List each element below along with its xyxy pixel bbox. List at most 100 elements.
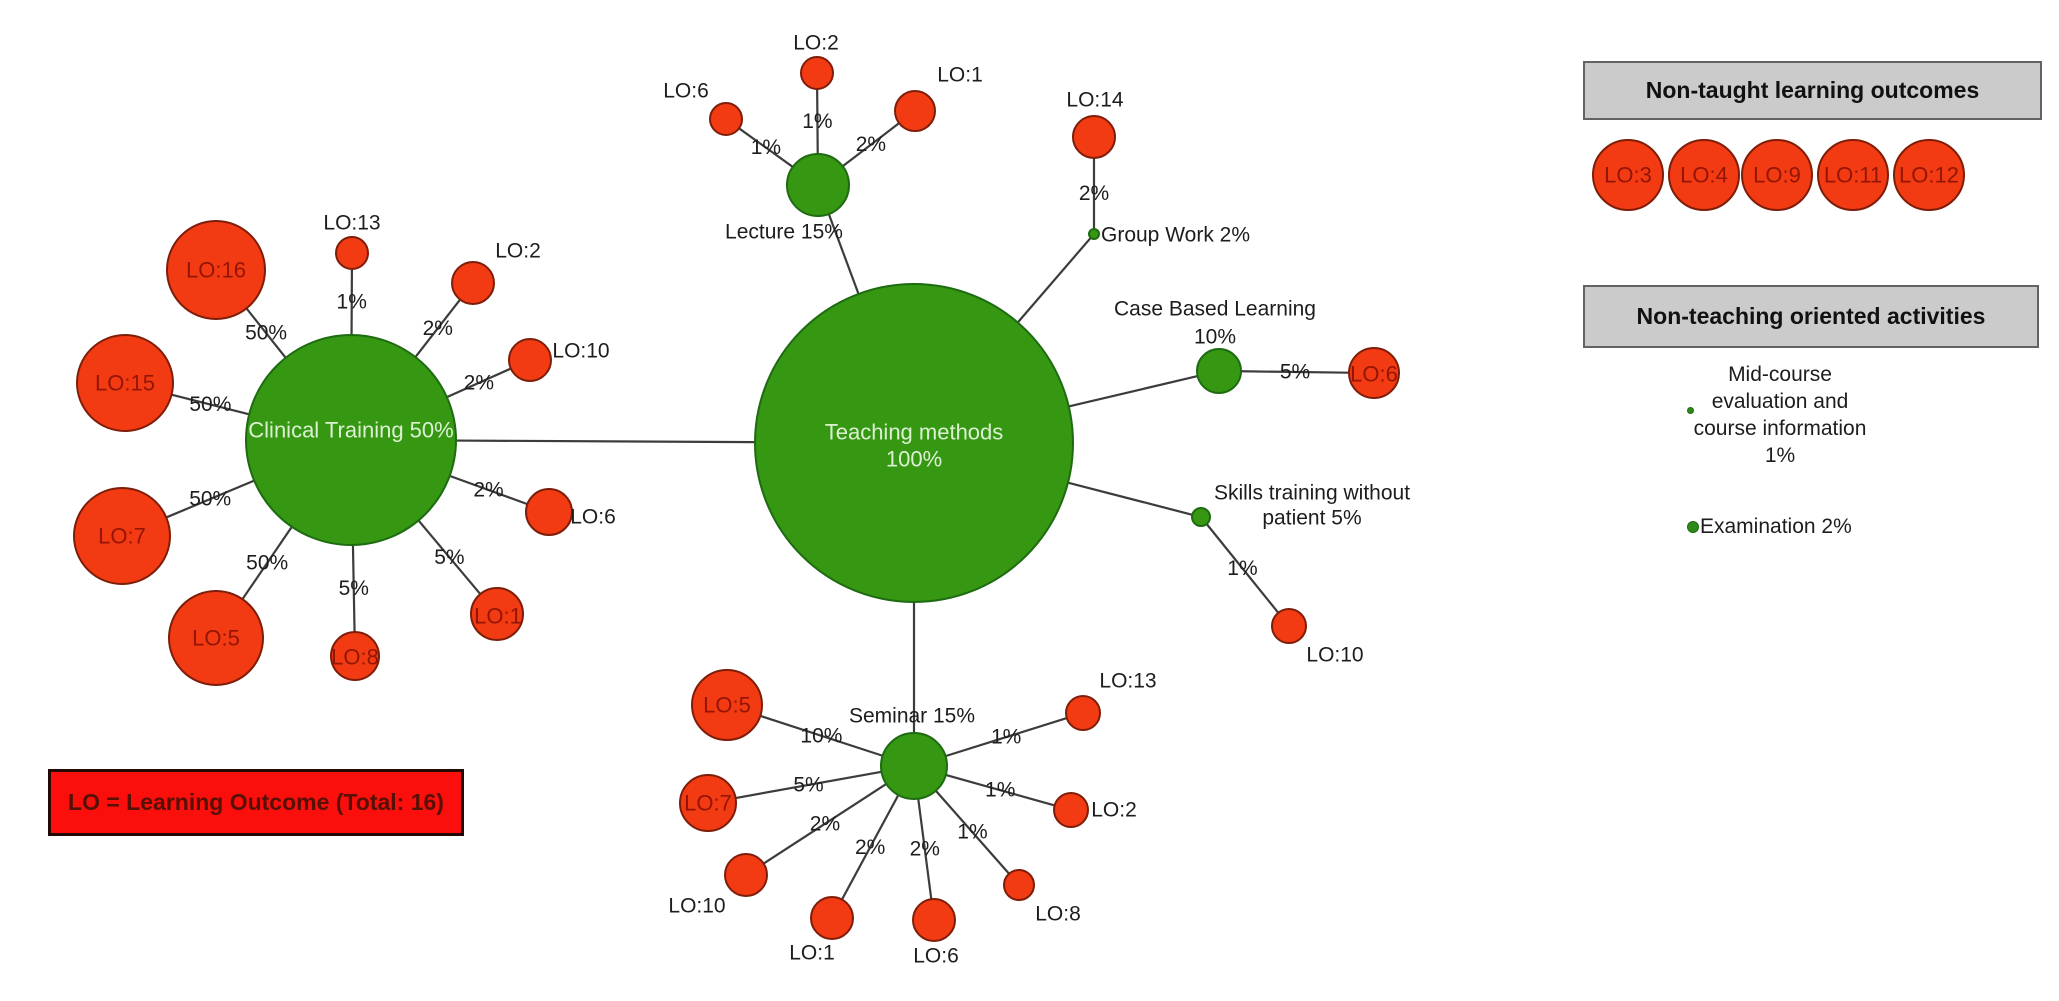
edge-seminar-sem-lo8-label: 1% — [957, 821, 987, 844]
caption-box: LO = Learning Outcome (Total: 16) — [48, 769, 464, 836]
edge-seminar-sem-lo7 — [735, 770, 882, 800]
edge-seminar-sem-lo5-label: 10% — [800, 724, 842, 747]
edge-clinical-ct-lo2 — [414, 298, 461, 358]
node-skills-label-2: patient 5% — [1262, 507, 1361, 530]
node-leg-lo12-label: LO:12 — [1899, 163, 1959, 188]
node-leg-lo11 — [1817, 139, 1889, 211]
node-ct-lo13-label: LO:13 — [323, 212, 380, 235]
node-ct-lo15-label: LO:15 — [95, 371, 155, 396]
edge-clinical-ct-lo15-label: 50% — [189, 393, 231, 416]
node-ct-lo7-label: LO:7 — [98, 524, 146, 549]
edge-clinical-teaching — [455, 439, 756, 444]
node-skills — [1191, 507, 1211, 527]
node-leg-lo12 — [1893, 139, 1965, 211]
node-gw-lo14-label: LO:14 — [1066, 89, 1124, 112]
edge-clinical-ct-lo1 — [417, 519, 482, 595]
node-cbl-label-2: 10% — [1194, 326, 1236, 349]
edge-clinical-ct-lo8-label: 5% — [339, 577, 369, 600]
edge-teaching-groupwork — [1016, 237, 1092, 324]
node-lecture-label: Lecture 15% — [725, 221, 843, 244]
node-leg-lo9 — [1741, 139, 1813, 211]
node-ct-lo2-label: LO:2 — [495, 240, 541, 263]
mid-course-dot — [1687, 407, 1694, 414]
node-ct-lo6-label: LO:6 — [570, 506, 616, 529]
node-ct-lo2 — [451, 261, 495, 305]
edge-skills-sk-lo10-label: 1% — [1227, 557, 1257, 580]
node-leg-lo9-label: LO:9 — [1753, 163, 1801, 188]
legend-non-teaching-box: Non-teaching oriented activities — [1583, 285, 2039, 348]
node-ct-lo16 — [166, 220, 266, 320]
edge-seminar-sem-lo7-label: 5% — [793, 773, 823, 796]
node-clinical — [245, 334, 457, 546]
node-lec-lo6 — [709, 102, 743, 136]
node-sem-lo6-label: LO:6 — [913, 945, 959, 968]
edge-clinical-ct-lo7 — [165, 479, 255, 519]
edge-seminar-sem-lo13-label: 1% — [991, 726, 1021, 749]
edge-clinical-ct-lo6 — [449, 474, 528, 506]
edge-seminar-sem-lo13 — [945, 717, 1068, 758]
mid-course-line-3: course information — [1693, 417, 1867, 440]
edge-teaching-cbl — [1068, 374, 1198, 408]
node-lec-lo6-label: LO:6 — [663, 80, 709, 103]
node-cbl-lo6 — [1348, 347, 1400, 399]
edge-clinical-ct-lo13-label: 1% — [337, 291, 367, 314]
edge-lecture-lec-lo2 — [816, 88, 819, 155]
node-sem-lo5-label: LO:5 — [703, 693, 751, 718]
examination-dot — [1687, 521, 1699, 533]
node-sem-lo13-label: LO:13 — [1099, 670, 1156, 693]
node-leg-lo4-label: LO:4 — [1680, 163, 1728, 188]
edge-skills-sk-lo10 — [1205, 523, 1280, 614]
node-ct-lo7 — [73, 487, 171, 585]
edge-teaching-lecture — [827, 213, 860, 295]
node-sem-lo2-label: LO:2 — [1091, 799, 1137, 822]
node-seminar — [880, 732, 948, 800]
edge-lecture-lec-lo6-label: 1% — [751, 136, 781, 159]
node-cbl — [1196, 348, 1242, 394]
node-teaching-label-1: Teaching methods — [825, 420, 1004, 445]
node-sem-lo1-label: LO:1 — [789, 942, 835, 965]
node-sem-lo13 — [1065, 695, 1101, 731]
edge-lecture-lec-lo6 — [738, 127, 794, 168]
edge-seminar-sem-lo2-label: 1% — [985, 779, 1015, 802]
node-leg-lo3-label: LO:3 — [1604, 163, 1652, 188]
node-groupwork-label: Group Work 2% — [1101, 224, 1250, 247]
node-ct-lo8-label: LO:8 — [331, 645, 379, 670]
edge-clinical-ct-lo10-label: 2% — [464, 371, 494, 394]
node-sk-lo10-label: LO:10 — [1306, 644, 1363, 667]
node-lec-lo1 — [894, 90, 936, 132]
edge-clinical-ct-lo16-label: 50% — [245, 322, 287, 345]
node-lecture — [786, 153, 850, 217]
node-seminar-label: Seminar 15% — [849, 705, 975, 728]
edge-seminar-sem-lo8 — [935, 790, 1010, 875]
legend-non-taught-title: Non-taught learning outcomes — [1645, 77, 1980, 103]
node-ct-lo1-label: LO:1 — [474, 604, 522, 629]
edge-cbl-cbl-lo6-label: 5% — [1280, 360, 1310, 383]
edge-seminar-sem-lo1 — [841, 794, 900, 901]
node-teaching — [754, 283, 1074, 603]
node-lec-lo1-label: LO:1 — [937, 64, 983, 87]
edge-clinical-ct-lo1-label: 5% — [434, 546, 464, 569]
node-sem-lo7-label: LO:7 — [684, 791, 732, 816]
edge-clinical-ct-lo15 — [171, 393, 250, 416]
edge-clinical-ct-lo5 — [241, 526, 293, 600]
legend-non-taught-box: Non-taught learning outcomes — [1583, 61, 2042, 120]
node-sem-lo6 — [912, 898, 956, 942]
node-sem-lo10-label: LO:10 — [668, 895, 725, 918]
node-lec-lo2 — [800, 56, 834, 90]
node-skills-label-1: Skills training without — [1214, 482, 1410, 505]
node-sk-lo10 — [1271, 608, 1307, 644]
node-ct-lo5-label: LO:5 — [192, 626, 240, 651]
node-sem-lo8-label: LO:8 — [1035, 903, 1081, 926]
edge-clinical-ct-lo16 — [245, 307, 287, 359]
edge-seminar-sem-lo10 — [763, 783, 887, 865]
edge-cbl-cbl-lo6 — [1240, 370, 1350, 374]
edge-clinical-ct-lo8 — [351, 544, 356, 633]
node-ct-lo5 — [168, 590, 264, 686]
mid-course-label: Mid-course evaluation and course informa… — [1630, 361, 1930, 469]
node-clinical-label: Clinical Training 50% — [248, 418, 453, 443]
node-ct-lo16-label: LO:16 — [186, 258, 246, 283]
edge-seminar-sem-lo6 — [917, 798, 933, 900]
edge-groupwork-gw-lo14-label: 2% — [1079, 182, 1109, 205]
